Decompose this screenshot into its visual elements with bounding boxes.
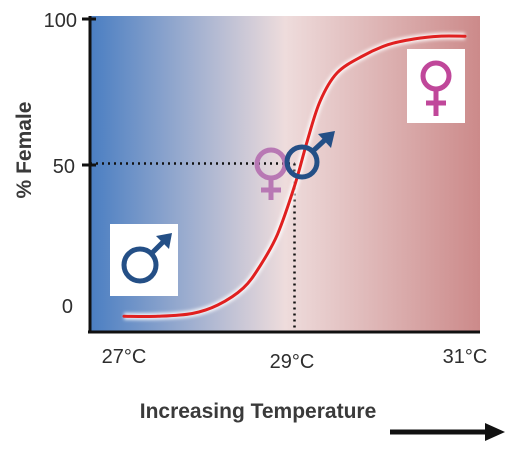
y-axis-label: % Female [13, 102, 36, 199]
female-icon-card [407, 49, 465, 123]
x-tick-label-29: 29°C [270, 351, 315, 373]
male-icon-card [110, 224, 178, 296]
series-layer [122, 32, 467, 321]
y-tick-label-0: 0 [62, 296, 73, 318]
series-0-line [122, 34, 467, 319]
x-tick-label-31: 31°C [443, 346, 488, 368]
y-tick-label-50: 50 [53, 156, 75, 178]
direction-arrow-icon [390, 423, 505, 441]
female-male-symbols-icon [254, 131, 335, 200]
male-symbol-icon [121, 233, 172, 284]
male-symbol-small-icon [284, 131, 335, 180]
x-tick-label-27: 27°C [102, 346, 147, 368]
x-axis-label: Increasing Temperature [140, 400, 377, 423]
y-tick-label-100: 100 [44, 10, 77, 32]
female-symbol-icon [420, 60, 452, 116]
